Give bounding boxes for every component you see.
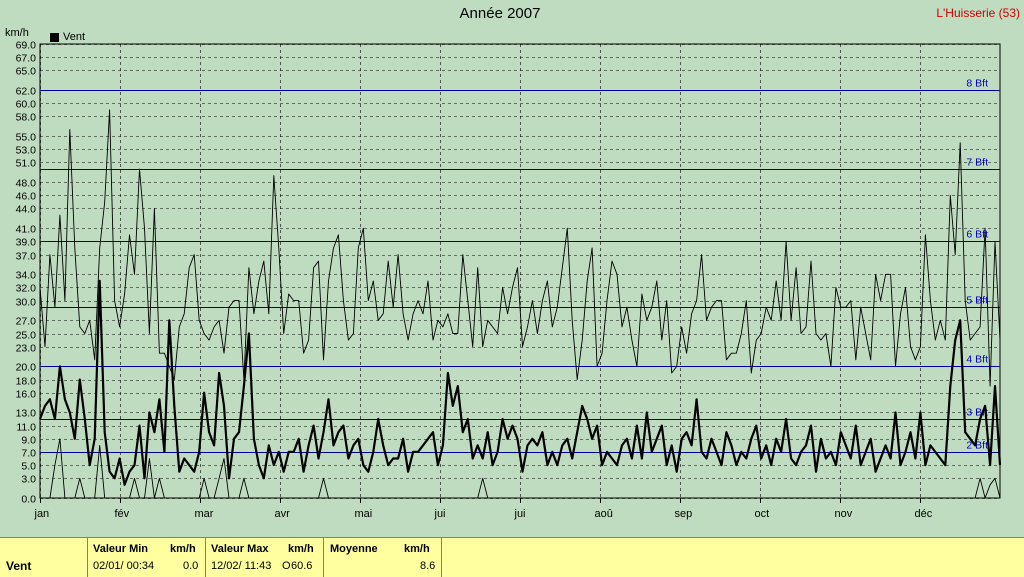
legend: Vent <box>50 31 85 43</box>
y-tick-label: 69.0 <box>16 40 37 52</box>
month-label: oct <box>755 508 770 520</box>
month-label: jan <box>34 508 50 520</box>
y-tick-label: 62.0 <box>16 86 37 98</box>
legend-label: Vent <box>63 31 86 43</box>
y-tick-label: 65.0 <box>16 66 37 78</box>
max-value-prefix: O <box>282 560 291 572</box>
y-tick-label: 39.0 <box>16 237 37 249</box>
y-tick-label: 18.0 <box>16 376 37 388</box>
y-tick-label: 27.0 <box>16 316 37 328</box>
max-unit: km/h <box>288 543 314 555</box>
chart-title: Année 2007 <box>459 5 541 22</box>
series-line-max <box>39 109 1001 387</box>
y-tick-label: 5.0 <box>21 461 36 473</box>
y-tick-label: 3.0 <box>21 474 36 486</box>
y-tick-label: 48.0 <box>16 178 37 190</box>
footer-series-label: Vent <box>6 559 32 573</box>
min-date: 02/01/ 00:34 <box>93 560 155 572</box>
avg-value: 8.6 <box>420 560 436 572</box>
max-value: 60.6 <box>291 560 313 572</box>
y-tick-label: 0.0 <box>21 494 36 506</box>
avg-unit: km/h <box>404 543 430 555</box>
month-label: jui <box>514 508 526 520</box>
footer-series-cell: Vent <box>0 538 88 577</box>
y-tick-label: 67.0 <box>16 53 37 65</box>
y-tick-label: 20.0 <box>16 362 37 374</box>
month-label: nov <box>835 508 853 520</box>
month-label: fév <box>115 508 130 520</box>
series-line-min <box>40 438 1001 499</box>
beaufort-label: 4 Bft <box>966 354 988 366</box>
month-label: mai <box>355 508 373 520</box>
beaufort-label: 2 Bft <box>966 440 988 452</box>
footer-avg-cell: Moyenne km/h 8.6 <box>324 538 442 577</box>
min-header: Valeur Min <box>93 543 149 555</box>
y-tick-label: 60.0 <box>16 99 37 111</box>
beaufort-label: 8 Bft <box>966 78 988 90</box>
y-tick-label: 37.0 <box>16 251 37 263</box>
y-tick-label: 7.0 <box>21 448 36 460</box>
max-header: Valeur Max <box>211 543 269 555</box>
y-tick-label: 46.0 <box>16 191 37 203</box>
series-line-avg <box>38 279 1002 486</box>
y-tick-label: 30.0 <box>16 297 37 309</box>
y-tick-label: 44.0 <box>16 204 37 216</box>
beaufort-label: 6 Bft <box>966 229 988 241</box>
y-tick-label: 13.0 <box>16 408 37 420</box>
max-date: 12/02/ 11:43 <box>211 560 272 572</box>
y-tick-label: 11.0 <box>16 422 36 434</box>
min-value: 0.0 <box>183 560 199 572</box>
y-tick-label: 25.0 <box>16 330 37 342</box>
month-label: déc <box>915 508 933 520</box>
wind-chart: 0.03.05.07.09.011.013.016.018.020.023.02… <box>16 40 1002 520</box>
y-tick-label: 32.0 <box>16 283 37 295</box>
month-label: sep <box>675 508 693 520</box>
y-tick-label: 55.0 <box>16 132 37 144</box>
month-label: avr <box>275 508 291 520</box>
month-label: jui <box>434 508 446 520</box>
y-tick-label: 9.0 <box>21 435 36 447</box>
y-tick-label: 51.0 <box>16 158 37 170</box>
y-tick-label: 16.0 <box>16 389 37 401</box>
avg-header: Moyenne <box>330 543 378 555</box>
station-label: L'Huisserie (53) <box>936 6 1020 20</box>
footer-max-cell: Valeur Max km/h 12/02/ 11:43 O 60.6 <box>206 538 324 577</box>
y-tick-label: 41.0 <box>16 224 37 236</box>
legend-swatch <box>50 32 59 42</box>
footer-min-cell: Valeur Min km/h 02/01/ 00:34 0.0 <box>88 538 206 577</box>
beaufort-label: 5 Bft <box>966 295 988 307</box>
y-tick-label: 53.0 <box>16 145 37 157</box>
y-tick-label: 23.0 <box>16 343 37 355</box>
month-label: aoû <box>595 508 613 520</box>
beaufort-label: 7 Bft <box>966 157 988 169</box>
min-unit: km/h <box>170 543 196 555</box>
y-tick-label: 58.0 <box>16 112 37 124</box>
y-axis-unit: km/h <box>5 27 29 39</box>
y-tick-label: 34.0 <box>16 270 37 282</box>
month-label: mar <box>195 508 214 520</box>
stats-footer: Vent Valeur Min km/h 02/01/ 00:34 0.0 Va… <box>0 537 1024 577</box>
